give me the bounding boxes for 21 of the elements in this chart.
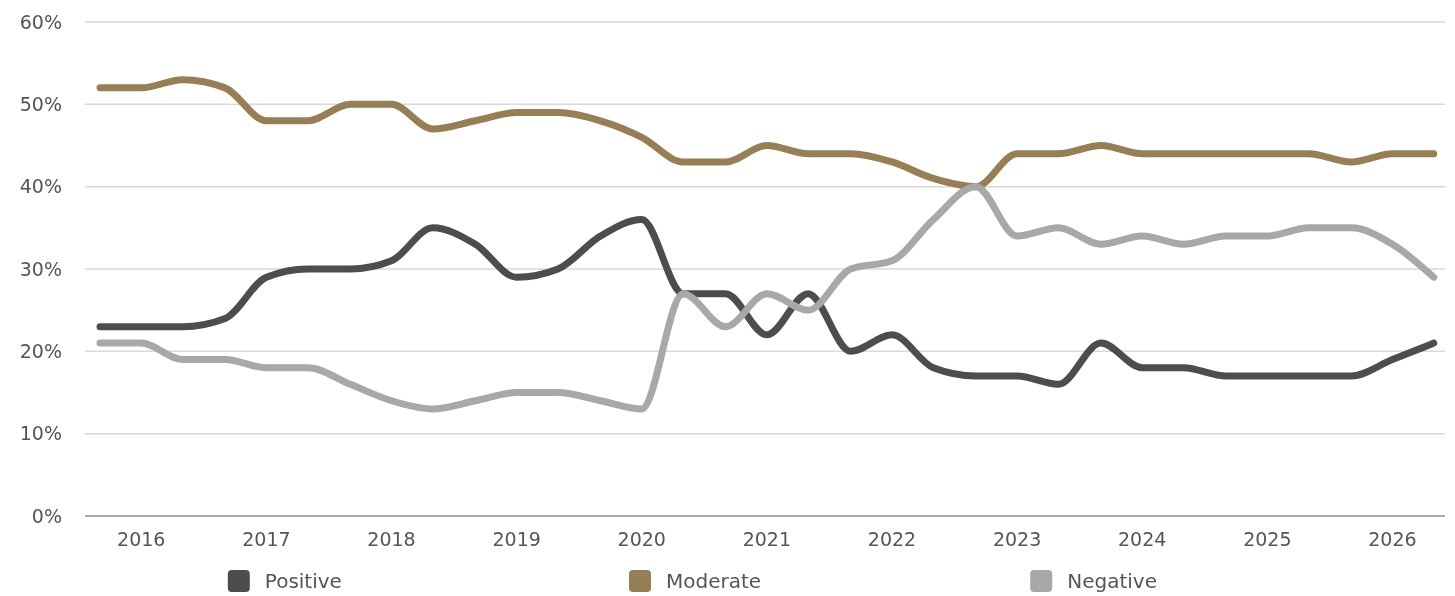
y-tick-label: 20% [19, 339, 62, 362]
y-tick-label: 50% [19, 92, 62, 115]
x-tick-label: 2024 [1118, 528, 1167, 550]
x-tick-label: 2019 [492, 528, 541, 550]
x-tick-label: 2018 [367, 528, 416, 550]
legend-label: Moderate [666, 569, 762, 593]
y-tick-label: 0% [31, 504, 62, 527]
x-tick-label: 2017 [242, 528, 291, 550]
legend-label: Negative [1067, 569, 1157, 593]
x-tick-label: 2016 [117, 528, 166, 550]
y-tick-label: 40% [19, 175, 62, 198]
x-tick-label: 2020 [617, 528, 666, 550]
x-tick-label: 2026 [1368, 528, 1417, 550]
x-tick-label: 2025 [1243, 528, 1292, 550]
y-tick-label: 30% [19, 257, 62, 280]
y-tick-label: 60% [19, 10, 62, 33]
x-tick-label: 2021 [742, 528, 792, 550]
y-tick-label: 10% [19, 422, 62, 445]
x-tick-label: 2022 [867, 528, 917, 550]
x-tick-label: 2023 [992, 528, 1042, 550]
legend-label: Positive [264, 569, 342, 593]
